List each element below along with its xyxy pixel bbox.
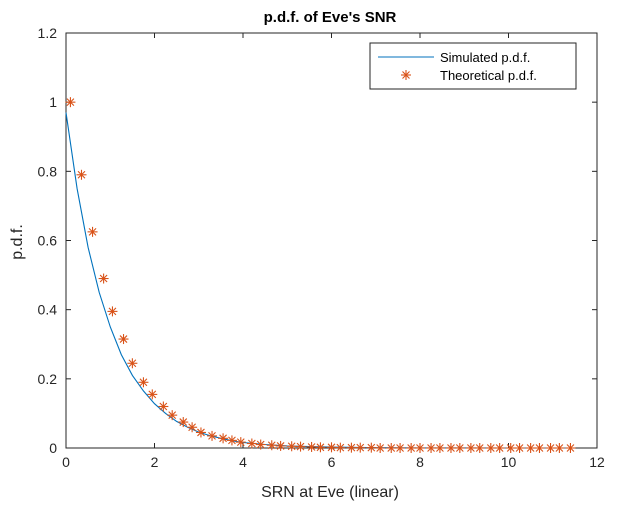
y-tick-label: 0.8 xyxy=(38,163,58,179)
theoretical-point xyxy=(255,439,266,450)
theoretical-point xyxy=(534,443,545,453)
theoretical-point xyxy=(167,410,178,421)
theoretical-point xyxy=(395,443,406,453)
theoretical-point xyxy=(118,334,129,345)
theoretical-point xyxy=(375,443,386,453)
series-line-simulated xyxy=(65,112,571,449)
y-tick-label: 0.4 xyxy=(38,302,58,318)
theoretical-point xyxy=(315,442,326,453)
theoretical-point xyxy=(326,442,337,453)
theoretical-point xyxy=(187,422,198,433)
plot-area: 0 2 4 6 8 10 12 0 0.2 0.4 0.6 0.8 1 1.2 Simulated p.d.… xyxy=(38,25,605,470)
theoretical-point xyxy=(286,441,297,452)
chart-title: p.d.f. of Eve's SNR xyxy=(264,9,397,26)
theoretical-point xyxy=(426,443,437,453)
theoretical-point xyxy=(434,443,445,453)
theoretical-point xyxy=(366,442,377,453)
theoretical-point xyxy=(454,443,465,453)
legend-entry: Theoretical p.d.f. xyxy=(440,68,537,83)
theoretical-point xyxy=(207,430,218,441)
legend-entry: Simulated p.d.f. xyxy=(440,50,530,65)
theoretical-point xyxy=(87,226,98,237)
x-axis-label: SRN at Eve (linear) xyxy=(261,484,399,501)
legend-box xyxy=(369,42,577,90)
theoretical-point xyxy=(266,440,277,451)
theoretical-point xyxy=(195,427,206,438)
theoretical-point xyxy=(335,442,346,453)
x-tick-label: 6 xyxy=(328,454,336,470)
theoretical-point xyxy=(127,358,138,369)
theoretical-point xyxy=(505,443,516,453)
theoretical-point xyxy=(65,97,76,108)
y-tick-label: 1 xyxy=(49,94,57,110)
theoretical-point xyxy=(445,443,456,453)
theoretical-point xyxy=(545,443,556,453)
y-axis-label: p.d.f. xyxy=(9,224,26,260)
theoretical-point xyxy=(406,443,417,453)
legend-swatch-theoretical xyxy=(401,70,411,80)
x-tick-label: 10 xyxy=(501,454,517,470)
theoretical-point xyxy=(295,441,306,452)
y-tick-label: 0.2 xyxy=(38,371,58,387)
theoretical-point xyxy=(226,435,237,446)
theoretical-point xyxy=(275,440,286,451)
theoretical-point xyxy=(138,377,149,388)
theoretical-point xyxy=(525,443,536,453)
theoretical-point xyxy=(306,441,317,452)
theoretical-point xyxy=(554,443,565,453)
theoretical-point xyxy=(246,438,257,449)
theoretical-point xyxy=(98,273,109,284)
x-tick-label: 0 xyxy=(62,454,70,470)
theoretical-point xyxy=(514,443,525,453)
theoretical-point xyxy=(178,417,189,428)
y-tick-label: 1.2 xyxy=(38,25,58,41)
theoretical-point xyxy=(346,442,357,453)
theoretical-point xyxy=(107,306,118,317)
x-tick-label: 4 xyxy=(239,454,247,470)
theoretical-point xyxy=(474,443,485,453)
theoretical-point xyxy=(485,443,496,453)
theoretical-point xyxy=(158,401,169,412)
theoretical-point xyxy=(565,443,576,453)
axes-box xyxy=(65,32,598,449)
theoretical-point xyxy=(465,443,476,453)
theoretical-point xyxy=(235,437,246,448)
x-tick-label: 12 xyxy=(589,454,605,470)
theoretical-point xyxy=(386,443,397,453)
x-tick-label: 8 xyxy=(416,454,424,470)
theoretical-point xyxy=(494,443,505,453)
y-tick-label: 0.6 xyxy=(38,233,58,249)
theoretical-point xyxy=(76,169,87,180)
theoretical-point xyxy=(355,442,366,453)
theoretical-point xyxy=(415,443,425,453)
y-tick-label: 0 xyxy=(49,440,57,456)
theoretical-point xyxy=(218,433,229,444)
x-tick-label: 2 xyxy=(151,454,159,470)
theoretical-point xyxy=(147,389,158,400)
